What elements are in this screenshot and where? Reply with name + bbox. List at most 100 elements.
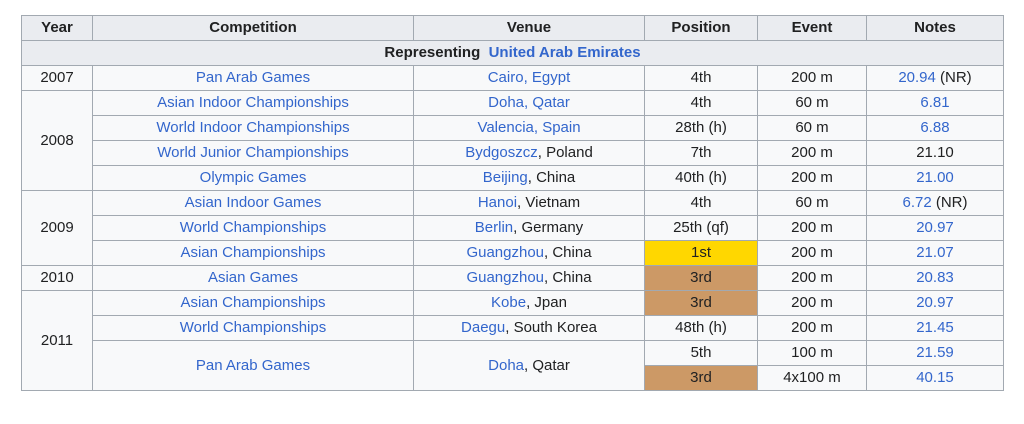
year-cell: 2011: [21, 290, 93, 391]
venue-text: , Qatar: [524, 356, 570, 374]
notes-link[interactable]: 21.07: [916, 244, 954, 261]
venue-cell: Doha, Qatar: [413, 90, 645, 116]
venue-link[interactable]: Doha: [488, 356, 524, 374]
competition-link[interactable]: World Indoor Championships: [156, 119, 350, 136]
venue-cell: Kobe, Jpan: [413, 290, 645, 316]
position-cell-bronze: 3rd: [644, 290, 758, 316]
venue-link[interactable]: Kobe: [491, 294, 527, 311]
venue-cell: Guangzhou, China: [413, 265, 645, 291]
position-cell: 48th (h): [644, 315, 758, 341]
venue-text: , China: [544, 244, 592, 261]
competition-link[interactable]: Olympic Games: [199, 169, 307, 186]
venue-link[interactable]: Berlin: [474, 219, 514, 236]
notes-link[interactable]: 40.15: [916, 369, 954, 386]
notes-link[interactable]: 20.94: [898, 69, 936, 86]
position-cell: 28th (h): [644, 115, 758, 141]
year-cell: 2007: [21, 65, 93, 91]
table-row: Asian Championships Guangzhou, China 1st…: [22, 240, 1004, 266]
notes-link[interactable]: 21.59: [916, 344, 954, 361]
position-cell: 4th: [644, 90, 758, 116]
event-cell: 60 m: [757, 190, 867, 216]
event-cell: 200 m: [757, 265, 867, 291]
venue-link[interactable]: Guangzhou: [466, 244, 545, 261]
header-notes: Notes: [866, 15, 1004, 41]
header-competition: Competition: [92, 15, 414, 41]
competition-link[interactable]: Pan Arab Games: [195, 69, 311, 86]
notes-cell: 21.59: [866, 340, 1004, 366]
table-row: 2007 Pan Arab Games Cairo, Egypt 4th 200…: [21, 65, 1004, 91]
notes-cell: 20.97: [866, 215, 1004, 241]
venue-cell: Daegu, South Korea: [413, 315, 645, 341]
notes-cell: 21.45: [866, 315, 1004, 341]
notes-link[interactable]: 6.72: [902, 194, 932, 211]
event-cell: 60 m: [757, 90, 867, 116]
competition-link[interactable]: Asian Games: [207, 269, 299, 286]
table-row: World Championships Berlin, Germany 25th…: [22, 215, 1004, 241]
venue-link[interactable]: Beijing: [482, 169, 528, 186]
competition-link[interactable]: World Junior Championships: [157, 144, 349, 161]
venue-link[interactable]: Bydgoszcz: [465, 144, 538, 161]
notes-cell: 6.81: [866, 90, 1004, 116]
competition-link[interactable]: Asian Championships: [180, 244, 326, 261]
competition-cell: World Junior Championships: [92, 140, 414, 166]
position-cell-bronze: 3rd: [644, 265, 758, 291]
venue-cell: Hanoi, Vietnam: [413, 190, 645, 216]
competition-link[interactable]: Asian Indoor Championships: [157, 94, 349, 111]
venue-link[interactable]: Guangzhou: [466, 269, 545, 286]
position-cell-bronze: 3rd: [644, 365, 758, 391]
competition-cell: World Indoor Championships: [92, 115, 414, 141]
notes-cell: 21.10: [866, 140, 1004, 166]
venue-text: , China: [527, 169, 576, 186]
notes-link[interactable]: 6.81: [920, 94, 950, 111]
notes-link[interactable]: 21.00: [916, 169, 954, 186]
position-cell: 25th (qf): [644, 215, 758, 241]
venue-link[interactable]: Hanoi: [477, 194, 518, 211]
competition-link[interactable]: World Championships: [179, 219, 327, 236]
country-link[interactable]: United Arab Emirates: [488, 44, 641, 61]
table-row: 3rd 4x100 m 40.15: [22, 365, 1004, 391]
event-cell: 200 m: [757, 290, 867, 316]
position-cell: 4th: [644, 190, 758, 216]
table-row: 2010 Asian Games Guangzhou, China 3rd 20…: [21, 265, 1004, 291]
notes-cell: 20.83: [866, 265, 1004, 291]
notes-cell: 21.00: [866, 165, 1004, 191]
competition-link[interactable]: World Championships: [179, 319, 327, 336]
venue-cell: Guangzhou, China: [413, 240, 645, 266]
venue-link[interactable]: Daegu: [461, 319, 506, 336]
venue-cell: Berlin, Germany: [413, 215, 645, 241]
notes-link[interactable]: 20.83: [916, 269, 954, 286]
venue-link[interactable]: Cairo, Egypt: [487, 69, 571, 86]
venue-cell: Bydgoszcz, Poland: [413, 140, 645, 166]
notes-cell: 40.15: [866, 365, 1004, 391]
position-cell: 40th (h): [644, 165, 758, 191]
notes-text: (NR): [935, 69, 972, 86]
notes-cell: 20.97: [866, 290, 1004, 316]
competition-link[interactable]: Asian Indoor Games: [184, 194, 322, 211]
results-table: Year Competition Venue Position Event No…: [21, 15, 1004, 391]
notes-cell: 6.72 (NR): [866, 190, 1004, 216]
notes-link[interactable]: 21.45: [916, 319, 954, 336]
venue-text: , South Korea: [505, 319, 597, 336]
venue-link[interactable]: Doha, Qatar: [488, 94, 570, 111]
event-cell: 200 m: [757, 165, 867, 191]
representing-cell: Representing United Arab Emirates: [21, 40, 1004, 66]
table-row: 2011 Asian Championships Kobe, Jpan 3rd …: [21, 290, 1004, 391]
notes-link[interactable]: 6.88: [920, 119, 950, 136]
year-cell: 2010: [21, 265, 93, 291]
venue-text: , Vietnam: [517, 194, 581, 211]
venue-cell: Beijing, China: [413, 165, 645, 191]
table-row: Olympic Games Beijing, China 40th (h) 20…: [22, 165, 1004, 191]
venue-link[interactable]: Valencia, Spain: [477, 119, 581, 136]
event-cell: 200 m: [757, 315, 867, 341]
competition-cell: Olympic Games: [92, 165, 414, 191]
event-cell: 100 m: [757, 340, 867, 366]
table-row: World Junior Championships Bydgoszcz, Po…: [22, 140, 1004, 166]
competition-link[interactable]: Pan Arab Games: [195, 356, 311, 374]
venue-text: , Poland: [537, 144, 593, 161]
notes-link[interactable]: 20.97: [916, 294, 954, 311]
year-cell: 2008: [21, 90, 93, 191]
competition-cell: Asian Indoor Games: [92, 190, 414, 216]
competition-link[interactable]: Asian Championships: [180, 294, 326, 311]
notes-cell: 20.94 (NR): [866, 65, 1004, 91]
notes-link[interactable]: 20.97: [916, 219, 954, 236]
